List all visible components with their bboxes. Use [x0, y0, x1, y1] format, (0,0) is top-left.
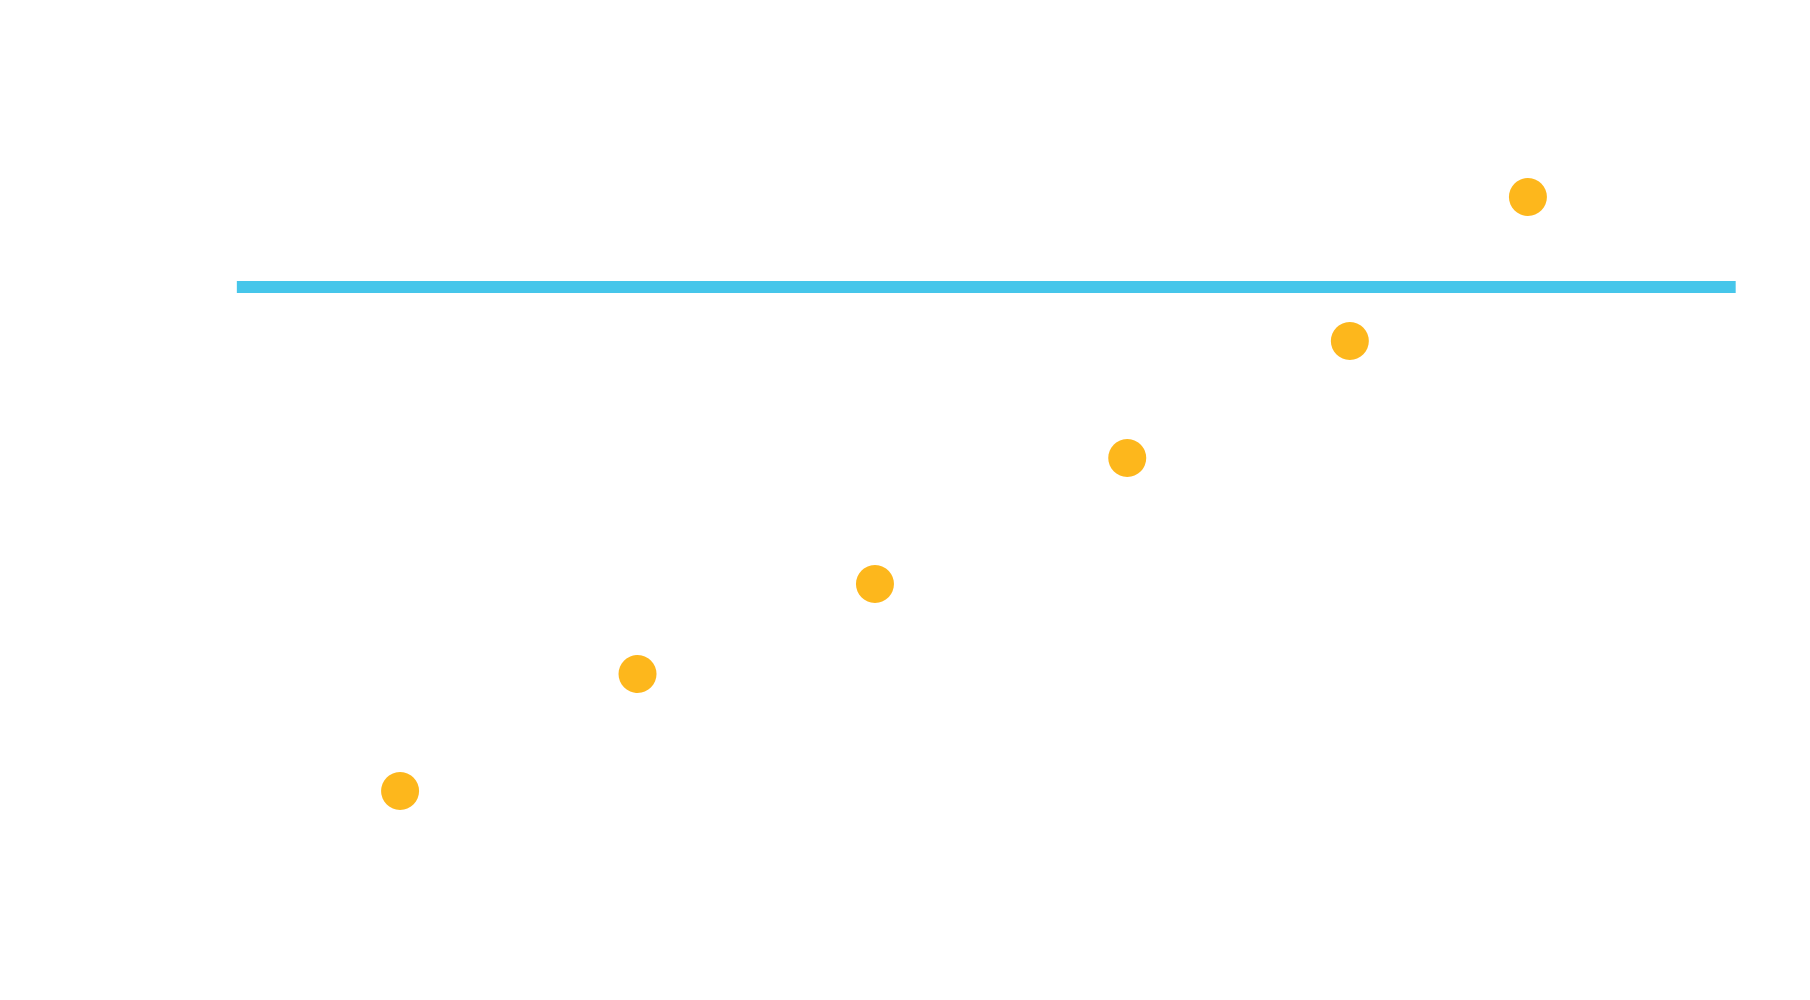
data-points — [381, 178, 1547, 810]
data-point-6 — [1508, 178, 1547, 216]
data-point-4 — [1108, 439, 1147, 477]
data-point-2 — [618, 655, 657, 693]
data-point-1 — [381, 772, 420, 810]
data-point-5 — [1330, 322, 1369, 360]
data-point-3 — [855, 565, 894, 603]
